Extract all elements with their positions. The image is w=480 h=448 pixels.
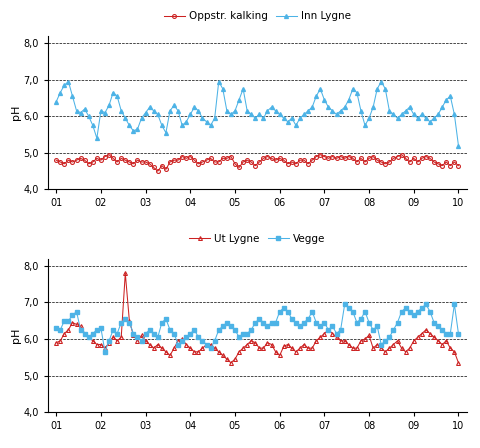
Ut Lygne — [455, 360, 460, 366]
Vegge — [443, 331, 448, 336]
Ut Lygne — [228, 360, 233, 366]
Oppstr. kalking — [53, 158, 59, 163]
Line: Ut Lygne: Ut Lygne — [54, 271, 459, 365]
Y-axis label: pH: pH — [11, 327, 21, 343]
Vegge — [151, 331, 156, 336]
Oppstr. kalking — [455, 163, 460, 168]
Ut Lygne — [300, 342, 306, 347]
Vegge — [102, 349, 108, 354]
Inn Lygne — [438, 104, 444, 110]
Ut Lygne — [443, 338, 448, 344]
Inn Lygne — [455, 143, 460, 148]
Oppstr. kalking — [430, 159, 436, 165]
Oppstr. kalking — [300, 158, 306, 163]
Ut Lygne — [134, 338, 140, 344]
Inn Lygne — [426, 119, 432, 125]
Vegge — [341, 302, 347, 307]
Legend: Oppstr. kalking, Inn Lygne: Oppstr. kalking, Inn Lygne — [159, 7, 354, 26]
Vegge — [53, 325, 59, 331]
Inn Lygne — [151, 108, 156, 113]
Inn Lygne — [134, 126, 140, 132]
Inn Lygne — [65, 79, 71, 84]
Oppstr. kalking — [151, 165, 156, 170]
Ut Lygne — [268, 342, 274, 347]
Ut Lygne — [122, 271, 128, 276]
Oppstr. kalking — [443, 159, 448, 165]
Inn Lygne — [264, 108, 270, 113]
Inn Lygne — [297, 116, 302, 121]
Inn Lygne — [53, 99, 59, 104]
Ut Lygne — [53, 340, 59, 345]
Line: Oppstr. kalking: Oppstr. kalking — [54, 153, 459, 173]
Legend: Ut Lygne, Vegge: Ut Lygne, Vegge — [185, 230, 329, 248]
Vegge — [134, 335, 140, 340]
Vegge — [430, 320, 436, 325]
Line: Vegge: Vegge — [54, 302, 459, 354]
Line: Inn Lygne: Inn Lygne — [54, 80, 459, 147]
Oppstr. kalking — [155, 168, 160, 174]
Oppstr. kalking — [268, 155, 274, 161]
Oppstr. kalking — [106, 152, 112, 157]
Ut Lygne — [430, 335, 436, 340]
Y-axis label: pH: pH — [11, 105, 21, 121]
Vegge — [297, 323, 302, 329]
Oppstr. kalking — [134, 158, 140, 163]
Vegge — [264, 323, 270, 329]
Vegge — [455, 331, 460, 336]
Ut Lygne — [151, 345, 156, 351]
